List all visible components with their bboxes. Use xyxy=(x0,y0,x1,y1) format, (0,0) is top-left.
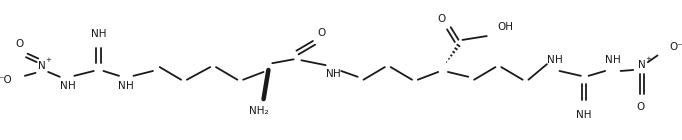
Text: NH: NH xyxy=(91,29,106,39)
Text: N: N xyxy=(326,69,333,79)
Text: H: H xyxy=(333,69,341,79)
Text: H: H xyxy=(125,81,134,92)
Text: N: N xyxy=(638,60,646,70)
Text: +: + xyxy=(45,57,51,63)
Text: NH₂: NH₂ xyxy=(249,106,269,116)
Text: +: + xyxy=(645,56,651,62)
Text: H: H xyxy=(554,55,563,65)
Text: H: H xyxy=(68,81,75,92)
Text: H: H xyxy=(613,55,621,65)
Text: N: N xyxy=(547,55,554,65)
Text: N: N xyxy=(118,81,125,92)
Text: N: N xyxy=(38,61,46,71)
Text: ⁻O: ⁻O xyxy=(0,75,12,85)
Text: O⁻: O⁻ xyxy=(669,42,682,52)
Text: O: O xyxy=(318,28,326,38)
Text: OH: OH xyxy=(497,22,514,32)
Text: O: O xyxy=(15,39,23,49)
Text: NH: NH xyxy=(576,110,591,120)
Text: N: N xyxy=(605,55,613,65)
Text: O: O xyxy=(437,14,445,24)
Text: N: N xyxy=(60,81,68,92)
Text: O: O xyxy=(636,102,644,112)
